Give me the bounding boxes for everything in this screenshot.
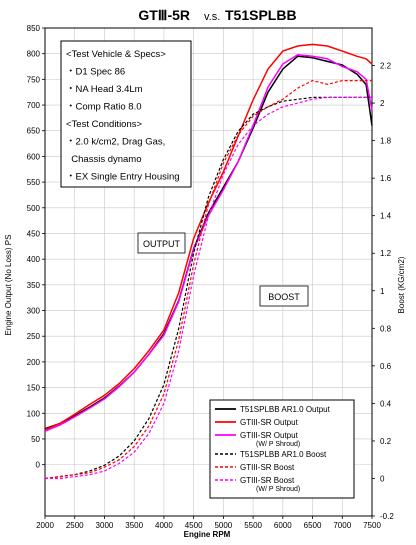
boost-annotation: BOOST [268, 292, 300, 302]
y-right-tick-label: 1.6 [380, 174, 392, 183]
y-left-tick-label: 500 [27, 204, 41, 213]
legend-label: T51SPLBB AR1.0 Boost [240, 450, 327, 459]
x-tick-label: 4500 [185, 521, 203, 530]
y-left-tick-label: 650 [27, 127, 41, 136]
legend-sublabel: (W/ P Shroud) [256, 441, 300, 448]
x-tick-label: 3500 [125, 521, 143, 530]
y-right-axis-label: Boost (KG/cm2) [397, 256, 406, 313]
series-layer [44, 43, 373, 480]
x-axis-label: Engine RPM [184, 530, 231, 539]
x-tick-label: 5000 [214, 521, 232, 530]
y-left-tick-label: 250 [27, 332, 41, 341]
x-tick-label: 2500 [66, 521, 84, 530]
y-left-tick-label: 700 [27, 101, 41, 110]
x-tick-label: 7500 [363, 521, 381, 530]
x-axis-ticks: 2000 2500 3000 3500 4000 4500 5000 5500 6000 6500… [36, 516, 381, 530]
spec-line: ・EX Single Entry Housing [66, 172, 180, 183]
y-left-tick-label: 600 [27, 152, 41, 161]
y-right-tick-label: 0.6 [380, 362, 392, 371]
y-left-tick-label: 350 [27, 281, 41, 290]
series-line-0 [44, 55, 373, 430]
series-line-2 [44, 53, 373, 432]
spec-line: ・NA Head 3.4Lm [66, 84, 143, 95]
legend-label: GTIII-SR Boost [240, 476, 295, 485]
x-tick-label: 5500 [244, 521, 262, 530]
y-right-tick-label: 1 [380, 287, 385, 296]
y-left-tick-label: 550 [27, 178, 41, 187]
series-line-5 [45, 96, 372, 480]
y-left-tick-label: 150 [27, 384, 41, 393]
legend [209, 399, 355, 499]
y-right-tick-label: 1.4 [380, 212, 392, 221]
y-left-axis-ticks: 8508007507006506005505004504003503002502… [27, 24, 45, 470]
y-right-tick-label: 1.8 [380, 137, 392, 146]
spec-list: <Test Vehicle & Specs> ・D1 Spec 86 ・NA Hea… [66, 49, 180, 183]
legend-label: GTIII-SR Output [240, 431, 299, 440]
y-left-tick-label: 50 [31, 435, 40, 444]
chart-title-left: GTⅢ-5R [138, 7, 190, 23]
spec-line: ・Comp Ratio 8.0 [66, 102, 142, 113]
y-right-tick-label: 0.4 [380, 399, 392, 408]
y-right-tick-label: 1.2 [380, 249, 392, 258]
y-left-tick-label: 450 [27, 229, 41, 238]
plot-frame [44, 27, 373, 517]
y-left-axis-label: Engine Output (No Loss) PS [4, 235, 13, 336]
series-line-3 [44, 96, 372, 480]
y-right-tick-label: 0.2 [380, 437, 392, 446]
legend-label: GTIII-SR Boost [240, 463, 295, 472]
legend-label: T51SPLBB AR1.0 Output [240, 405, 331, 414]
legend-sublabel: (W/ P Shroud) [256, 486, 300, 493]
spec-line: <Test Conditions> [66, 119, 142, 130]
y-right-tick-label: 2.2 [380, 62, 392, 71]
x-tick-label: 3000 [96, 521, 114, 530]
spec-line: <Test Vehicle & Specs> [66, 49, 166, 60]
y-left-tick-label: 200 [27, 358, 41, 367]
boost-annotation-box [259, 285, 309, 307]
legend-label: GTIII-SR Output [240, 418, 299, 427]
spec-line: Chassis dynamo [66, 154, 142, 165]
series-line-1 [44, 43, 373, 431]
y-right-tick-label: -0.2 [380, 512, 394, 521]
y-left-tick-label: 100 [27, 409, 41, 418]
chart-title-vs: v.s. [204, 11, 220, 23]
x-tick-label: 4000 [155, 521, 173, 530]
y-left-tick-label: 0 [36, 461, 41, 470]
y-left-tick-label: 850 [27, 24, 41, 33]
y-left-tick-label: 800 [27, 50, 41, 59]
y-right-axis-ticks: 2.2 2 1.8 1.6 1.4 1.2 1 0.8 0.6 0.4 0.2 0 -0.2 [372, 62, 394, 521]
x-tick-label: 6000 [274, 521, 292, 530]
chart-title-right: T51SPLBB [225, 7, 297, 23]
legend-items: T51SPLBB AR1.0 Output GTIII-SR Output GTII… [215, 405, 331, 493]
output-annotation: OUTPUT [143, 239, 181, 249]
series-line-4 [44, 79, 372, 480]
y-right-tick-label: 2 [380, 99, 385, 108]
x-tick-label: 2000 [36, 521, 54, 530]
x-tick-label: 6500 [304, 521, 322, 530]
x-tick-label: 7000 [333, 521, 351, 530]
spec-line: ・2.0 k/cm2, Drag Gas, [66, 137, 165, 148]
spec-box [60, 40, 192, 188]
y-left-tick-label: 750 [27, 75, 41, 84]
y-left-tick-label: 400 [27, 255, 41, 264]
y-right-tick-label: 0.8 [380, 324, 392, 333]
y-left-tick-label: 300 [27, 307, 41, 316]
output-annotation-box [137, 232, 186, 254]
y-right-tick-label: 0 [380, 474, 385, 483]
spec-line: ・D1 Spec 86 [66, 67, 125, 78]
